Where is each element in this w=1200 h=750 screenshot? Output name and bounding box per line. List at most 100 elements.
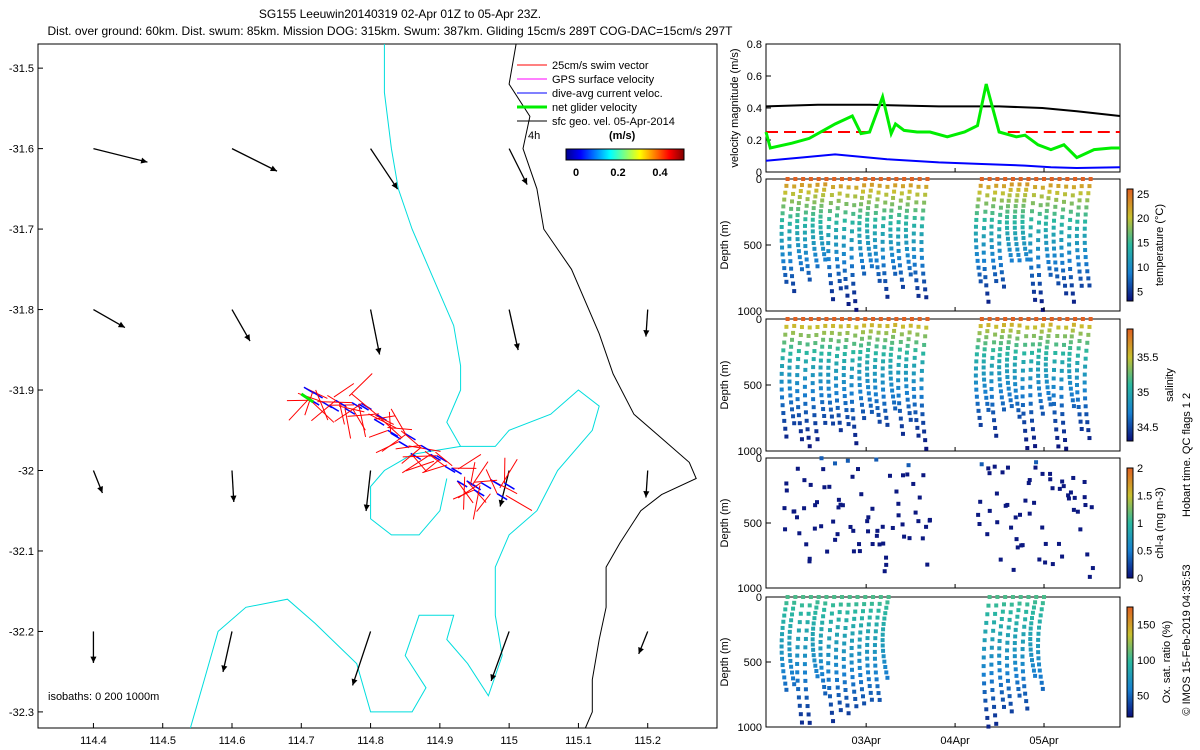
section-dot [876,330,881,335]
section-dot [1052,367,1057,372]
section-dot [1033,673,1038,678]
section-dot [1074,375,1079,380]
section-dot [1076,205,1081,210]
section-dot [975,345,980,350]
section-dot [1082,240,1087,245]
section-dot [1036,246,1041,251]
section-dot [913,410,918,415]
section-dot [896,378,901,383]
section-dot [865,378,870,383]
section-dot [1067,369,1072,374]
section-dot [783,426,788,431]
section-dot [1025,182,1030,187]
section-dot [896,248,901,253]
section-dot [849,246,854,251]
section-dot [1037,220,1042,225]
section-dot [790,199,795,204]
section-dot [1036,650,1041,655]
section-dot [846,602,851,607]
section-dot [807,603,812,608]
section-dot [1044,345,1049,350]
section-dot [1005,648,1010,653]
section-dot [851,528,856,533]
depth-tick-label: 1000 [738,722,762,734]
section-dot [841,243,846,248]
section-dot [866,515,871,520]
section-dot [1055,333,1060,338]
section-dot [1012,369,1017,374]
section-dot [1028,626,1033,631]
section-dot [835,405,840,410]
section-dot [880,239,885,244]
section-dot [998,263,1003,268]
section-dot [897,347,902,352]
section-dot [1059,394,1064,399]
section-dot [841,656,846,661]
section-dot [894,177,899,181]
section-dot [849,366,854,371]
isobath-note: isobaths: 0 200 1000m [48,691,159,703]
depth-tick-label: 500 [744,380,762,392]
section-dot [1023,193,1028,198]
section-dot [834,391,839,396]
section-dot [920,216,925,221]
section-dot [799,437,804,442]
dac-vector [405,433,416,441]
section-dot [1059,230,1064,235]
section-dot [811,206,816,211]
section-dot [819,203,824,208]
section-dot [1082,479,1087,484]
section-dot [798,712,803,717]
section-dot [1031,668,1036,673]
section-dot [1029,217,1034,222]
section-dot [1042,595,1047,599]
swim-vector [485,469,498,494]
section-dot [1020,394,1025,399]
section-dot [1051,225,1056,230]
section-dot [866,670,871,675]
section-colorbar [1126,328,1134,442]
section-dot [831,185,836,190]
section-dot [829,289,834,294]
section-dot [787,386,792,391]
section-dot [866,622,871,627]
swim-vector [401,447,422,464]
section-dot [1017,601,1022,606]
section-dot [1075,248,1080,253]
section-dot [803,210,808,215]
section-dot [791,676,796,681]
section-dot [845,293,850,298]
section-dot [925,562,930,567]
section-dot [1075,212,1080,217]
section-dot [1029,621,1034,626]
section-dot [989,217,994,222]
section-dot [1054,267,1059,272]
section-dot [794,515,799,520]
section-dot [1028,642,1033,647]
section-dot [913,348,918,353]
section-dot [974,394,979,399]
section-dot [904,234,909,239]
section-dot [1069,201,1074,206]
section-dot [993,425,998,430]
section-dot [992,704,997,709]
section-dot [819,524,824,529]
section-dot [862,183,867,188]
section-dot [914,418,919,423]
depth-tick-label: 500 [744,657,762,669]
section-dot [855,467,860,472]
section-dot [866,240,871,245]
section-dot [1029,265,1034,270]
section-dot [877,278,882,283]
section-dot [1059,237,1064,242]
section-dot [896,234,901,239]
section-dot [878,595,883,599]
section-dot [869,409,874,414]
section-dot [862,271,867,276]
section-dot [1037,662,1042,667]
section-dot [908,272,913,277]
section-dot [1003,595,1008,599]
section-dot [1046,260,1051,265]
section-dot [1045,202,1050,207]
section-dot [1028,637,1033,642]
